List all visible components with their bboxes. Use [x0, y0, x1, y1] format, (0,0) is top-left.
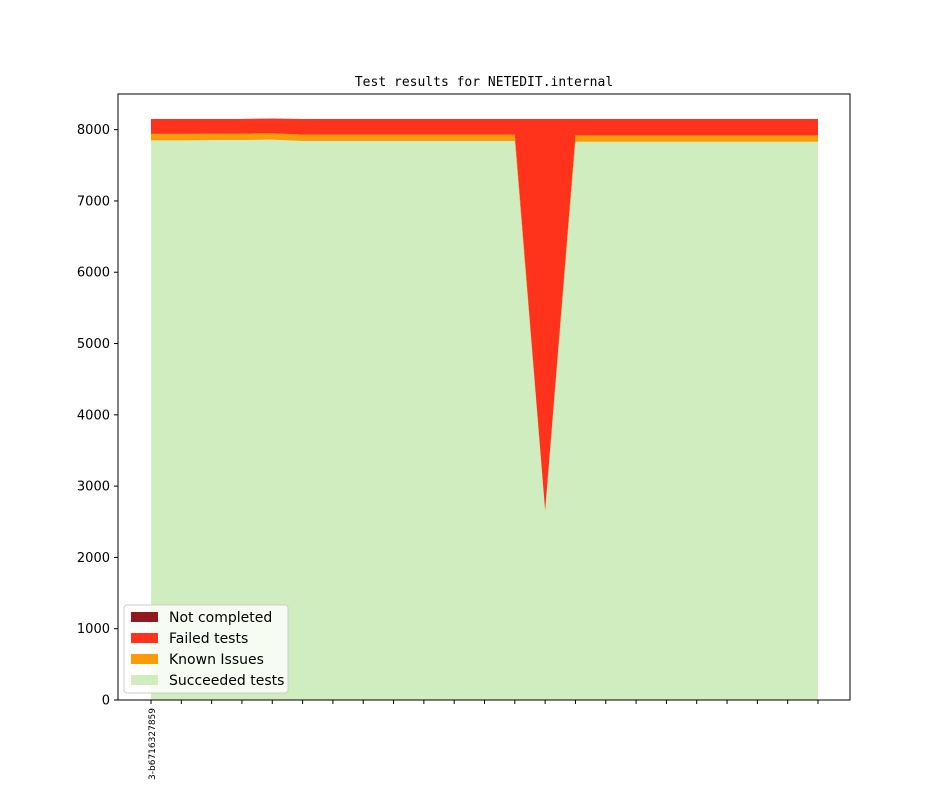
y-tick-label: 2000	[77, 551, 110, 566]
x-tick-label: 3-b6716327859	[148, 708, 158, 780]
y-tick-label: 3000	[77, 480, 110, 495]
y-tick-label: 1000	[77, 622, 110, 637]
legend-box	[123, 604, 289, 694]
y-axis: 0 1000 2000 3000 4000 5000 6000 7000 8000	[77, 123, 118, 709]
legend-swatch	[131, 675, 158, 685]
legend-swatch	[131, 633, 158, 643]
area-series-succeeded-tests	[151, 139, 818, 700]
y-tick-label: 8000	[77, 123, 110, 138]
legend: Not completed Failed tests Known Issues Suc…	[123, 604, 289, 694]
chart-title: Test results for NETEDIT.internal	[355, 75, 613, 90]
y-tick-label: 6000	[77, 266, 110, 281]
legend-swatch	[131, 612, 158, 622]
legend-label: Succeeded tests	[169, 673, 284, 689]
y-tick-label: 5000	[77, 337, 110, 352]
y-tick-label: 4000	[77, 408, 110, 423]
x-axis: 3-b6716327859	[148, 700, 819, 780]
stacked-areas	[151, 118, 818, 700]
legend-label: Known Issues	[169, 652, 264, 668]
y-tick-label: 7000	[77, 194, 110, 209]
y-tick-label: 0	[102, 694, 110, 709]
legend-swatch	[131, 654, 158, 664]
legend-label: Not completed	[169, 610, 272, 626]
legend-label: Failed tests	[169, 631, 248, 647]
